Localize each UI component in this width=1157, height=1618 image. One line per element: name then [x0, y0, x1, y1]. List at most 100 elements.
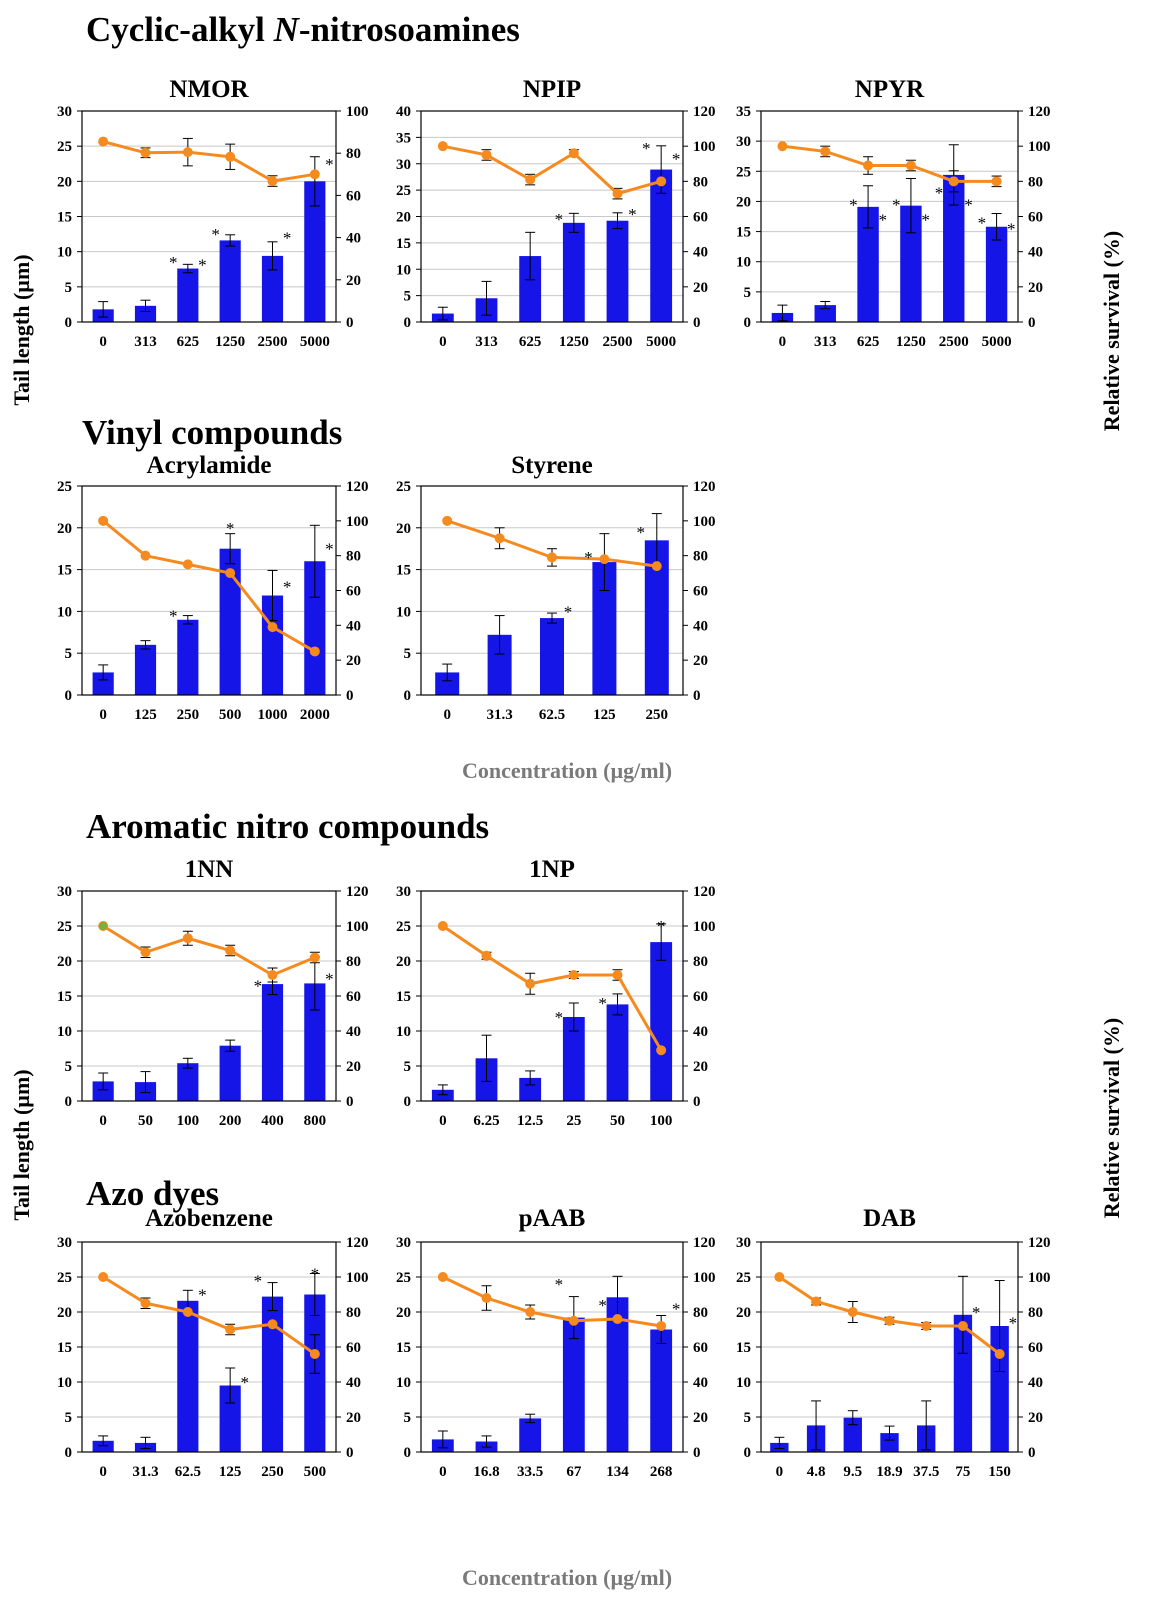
significance-star: * [935, 183, 944, 202]
chart-title: NMOR [169, 76, 249, 103]
left-tick-label: 25 [57, 1270, 72, 1286]
left-tick-label: 5 [744, 285, 752, 301]
plot-frame [760, 1241, 1019, 1453]
x-tick-label: 67 [566, 1464, 582, 1480]
chart-title: pAAB [519, 1205, 586, 1232]
x-tick-label: 62.5 [175, 1464, 201, 1480]
left-tick-label: 30 [57, 884, 72, 900]
left-tick-label: 10 [396, 262, 411, 278]
left-tick-label: 5 [404, 1410, 412, 1426]
bar [177, 1300, 199, 1452]
right-tick-label: 60 [693, 210, 708, 226]
significance-star: * [1009, 1314, 1018, 1333]
bar [261, 1296, 284, 1452]
right-tick-label: 120 [346, 479, 369, 495]
left-tick-label: 15 [396, 1340, 411, 1356]
x-tick-label: 250 [261, 1464, 284, 1480]
right-tick-label: 100 [693, 139, 716, 155]
left-tick-label: 20 [736, 1305, 751, 1321]
x-tick-label: 1000 [258, 707, 288, 723]
chart-panel-dab: DAB 0 5 10 15 20 25 30 0 20 40 60 80 100 120 * * 0 4.8 9.5 1… [736, 1205, 1051, 1480]
significance-star: * [598, 994, 607, 1013]
x-tick-label: 313 [134, 334, 157, 350]
bar [519, 1418, 542, 1452]
right-tick-label: 20 [693, 653, 708, 669]
plot-frame [420, 1241, 684, 1453]
section-title-azo-dyes: Azo dyes [86, 1174, 219, 1213]
left-tick-label: 25 [736, 1270, 751, 1286]
left-tick-label: 10 [396, 1024, 411, 1040]
x-tick-label: 0 [439, 1464, 447, 1480]
bar [134, 644, 157, 695]
x-tick-label: 100 [177, 1113, 200, 1129]
survival-point [442, 515, 453, 526]
survival-line [102, 924, 316, 977]
chart-title: 1NN [185, 856, 234, 883]
significance-star: * [555, 1275, 564, 1294]
plot-frame [81, 1241, 337, 1453]
chart-panel-1nn: 1NN 0 5 10 15 20 25 30 0 20 40 60 80 100 120 * * 0 50 100 20… [57, 856, 369, 1129]
bar [650, 1329, 673, 1452]
survival-point [547, 552, 557, 563]
left-tick-label: 0 [404, 1445, 412, 1461]
x-tick-label: 2000 [300, 707, 330, 723]
left-tick-label: 35 [736, 104, 751, 120]
survival-point [437, 921, 448, 931]
significance-star: * [564, 602, 573, 621]
right-tick-label: 0 [1028, 315, 1036, 331]
bar [92, 1081, 114, 1101]
plot-frame [760, 110, 1019, 323]
left-tick-label: 25 [396, 919, 411, 935]
x-tick-label: 313 [814, 334, 837, 350]
left-axis-label-top: Tail length (µm) [9, 254, 34, 405]
survival-line [441, 924, 663, 1052]
bar [650, 169, 673, 322]
survival-line [442, 144, 662, 196]
chart-panel-npyr: NPYR05101520253035020406080100120*******… [736, 76, 1051, 350]
survival-point [991, 176, 1002, 187]
left-tick-label: 20 [396, 954, 411, 970]
x-tick-label: 2500 [603, 334, 633, 350]
significance-star: * [555, 210, 564, 229]
x-tick-label: 200 [219, 1113, 242, 1129]
left-tick-label: 30 [57, 1235, 72, 1251]
survival-point [140, 947, 151, 958]
right-tick-label: 100 [346, 1270, 369, 1286]
x-tick-label: 75 [955, 1464, 970, 1480]
right-tick-label: 40 [346, 231, 361, 247]
survival-point [267, 970, 278, 980]
x-tick-label: 5000 [300, 334, 330, 350]
bar [219, 1385, 241, 1452]
right-tick-label: 60 [693, 1340, 708, 1356]
left-tick-label: 0 [404, 1094, 412, 1110]
survival-point [309, 169, 320, 180]
significance-star: * [325, 540, 334, 559]
x-tick-label: 1250 [215, 334, 245, 350]
x-tick-label: 0 [443, 707, 451, 723]
bar [177, 268, 199, 322]
significance-star: * [311, 1265, 320, 1284]
survival-point [948, 176, 959, 187]
survival-point [437, 1272, 448, 1282]
survival-point [267, 622, 278, 633]
right-tick-label: 60 [346, 1340, 361, 1356]
right-tick-label: 60 [1028, 1340, 1043, 1356]
left-tick-label: 15 [57, 563, 72, 579]
significance-star: * [325, 155, 334, 174]
plot-frame [420, 485, 684, 696]
x-tick-label: 0 [779, 334, 787, 350]
significance-star: * [1007, 220, 1016, 239]
x-tick-label: 400 [261, 1113, 284, 1129]
survival-point [182, 933, 193, 944]
right-tick-label: 40 [693, 245, 708, 261]
right-tick-label: 20 [346, 1059, 361, 1075]
x-tick-label: 800 [304, 1113, 327, 1129]
bar [219, 240, 241, 322]
chart-panel-paab: pAAB 0 5 10 15 20 25 30 0 20 40 60 80 100 120 * * * 0 16.8 3… [396, 1205, 716, 1480]
survival-point [777, 141, 788, 152]
x-tick-label: 62.5 [539, 707, 565, 723]
left-tick-label: 20 [396, 1305, 411, 1321]
bar [304, 983, 326, 1101]
